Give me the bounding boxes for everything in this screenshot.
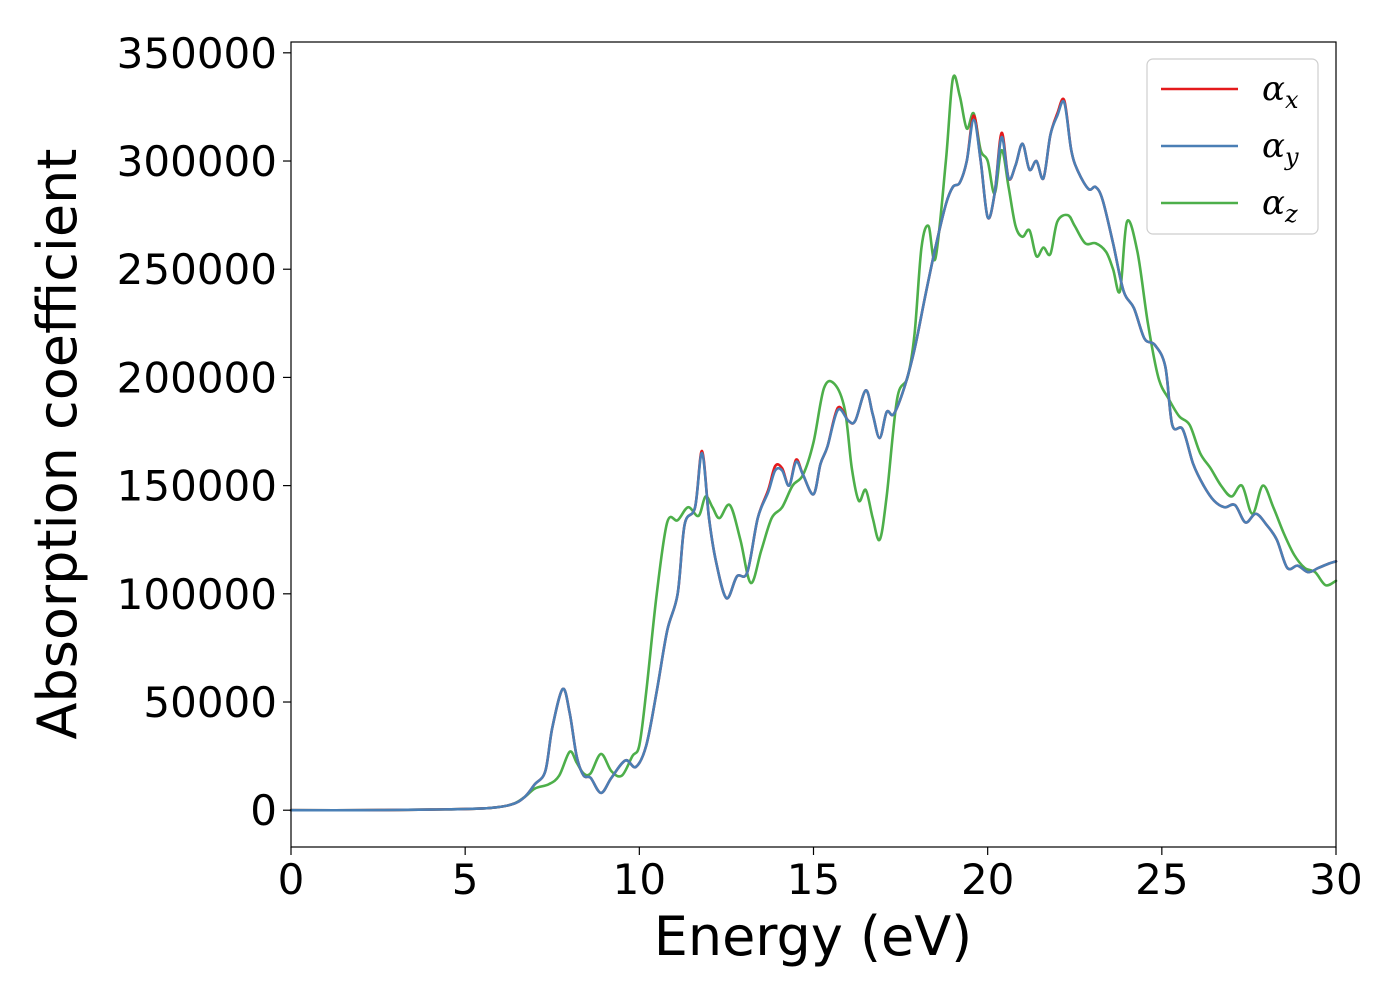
legend-label-z: αz bbox=[1262, 183, 1298, 228]
plot-frame bbox=[290, 41, 1337, 848]
legend-label-x: αx bbox=[1262, 69, 1299, 114]
y-tick-label: 300000 bbox=[117, 137, 277, 186]
y-axis-ticks: 0 50000 100000 150000 200000 250000 300000 3500… bbox=[117, 29, 291, 835]
legend-label-y: αy bbox=[1262, 126, 1299, 171]
series-line-y bbox=[289, 99, 1338, 812]
y-tick-label: 50000 bbox=[143, 678, 277, 727]
x-tick-label: 30 bbox=[1309, 855, 1362, 904]
y-tick-label: 200000 bbox=[117, 353, 277, 402]
x-axis-label: Energy (eV) bbox=[654, 905, 973, 968]
x-axis-ticks: 0 5 10 15 20 25 30 bbox=[278, 847, 1363, 904]
y-tick-label: 100000 bbox=[117, 570, 277, 619]
x-tick-label: 10 bbox=[613, 855, 666, 904]
x-tick-label: 20 bbox=[961, 855, 1014, 904]
x-tick-label: 25 bbox=[1135, 855, 1188, 904]
y-tick-label: 0 bbox=[250, 786, 277, 835]
y-tick-label: 150000 bbox=[117, 462, 277, 511]
series-layer bbox=[289, 74, 1338, 812]
y-tick-label: 350000 bbox=[117, 29, 277, 78]
y-tick-label: 250000 bbox=[117, 245, 277, 294]
x-tick-label: 0 bbox=[278, 855, 305, 904]
legend-items: αx αy αz bbox=[1161, 69, 1299, 228]
legend: αx αy αz bbox=[1146, 58, 1319, 235]
x-tick-label: 15 bbox=[787, 855, 840, 904]
x-tick-label: 5 bbox=[452, 855, 479, 904]
y-axis-label: Absorption coefficient bbox=[26, 149, 89, 740]
